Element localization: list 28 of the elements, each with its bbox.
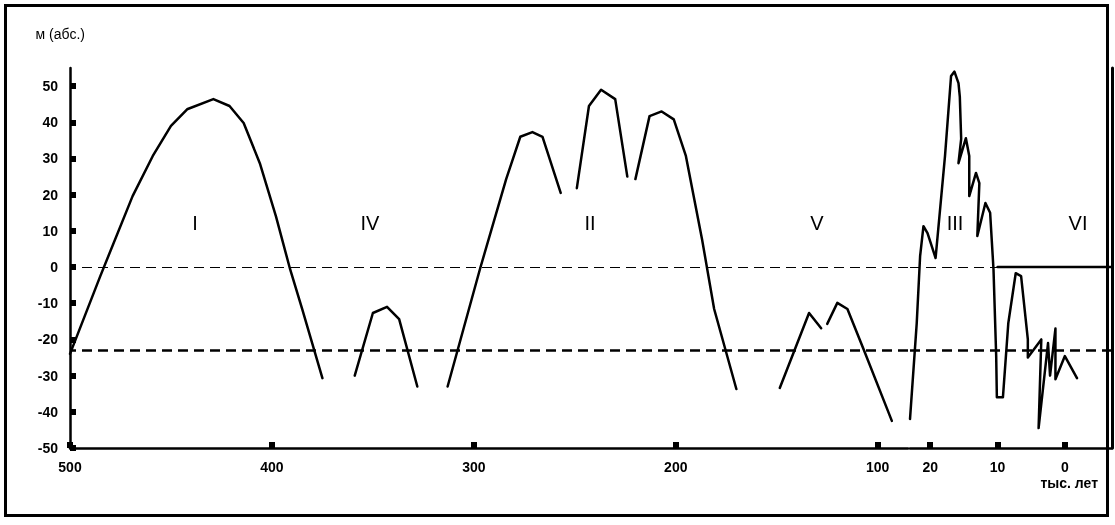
- y-tick-label: -20: [37, 331, 59, 348]
- y-tick-label: 10: [42, 222, 59, 239]
- x-tick-label: 0: [1060, 459, 1069, 475]
- x-tick-label: 20: [922, 459, 939, 475]
- y-tick-label: 40: [42, 114, 59, 131]
- y-tick-label: 0: [50, 259, 59, 276]
- annotation: I: [192, 212, 198, 234]
- y-tick-label: -50: [37, 440, 59, 456]
- y-tick-label: 50: [42, 78, 59, 95]
- annotation: V: [810, 212, 825, 234]
- x-tick-label: 500: [58, 459, 82, 475]
- line-series: [575, 88, 629, 190]
- y-tick-label: -10: [37, 295, 59, 312]
- y-tick-label: 30: [42, 150, 59, 167]
- x-tick-label: 300: [462, 459, 486, 475]
- x-tick-label: 100: [866, 459, 890, 475]
- x-tick-label: 200: [664, 459, 688, 475]
- x-tick-label: 400: [260, 459, 284, 475]
- y-tick-label: 20: [42, 186, 59, 203]
- y-axis-title: м (абс.): [35, 26, 85, 42]
- annotation: II: [584, 212, 596, 234]
- annotation: III: [946, 212, 964, 234]
- annotation: VI: [1068, 212, 1088, 234]
- y-tick-label: -30: [37, 367, 59, 384]
- x-axis-title: тыс. лет: [1040, 475, 1099, 491]
- annotation: IV: [360, 212, 381, 234]
- y-tick-label: -40: [37, 403, 59, 420]
- x-tick-label: 10: [989, 459, 1006, 475]
